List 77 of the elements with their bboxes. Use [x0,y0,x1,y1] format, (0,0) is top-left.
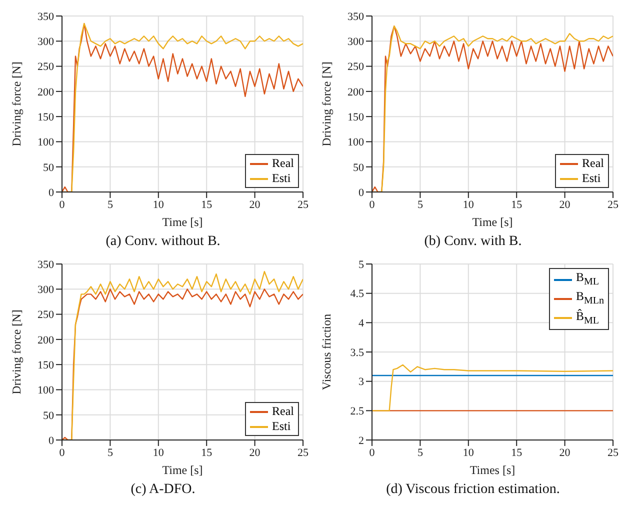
legend-label: Esti [582,171,601,186]
legend-label: Real [582,156,604,171]
x-axis-title: Times [s] [470,463,516,477]
text: (b) Conv. with B. [423,234,523,250]
y-tick-label: 250 [348,61,364,74]
x-tick-label: 5 [417,446,424,459]
x-tick-label: 0 [369,198,376,211]
x-tick-label: 5 [417,198,424,211]
x-axis-title: Time [s] [162,215,203,229]
y-tick-label: 0 [48,434,54,447]
y-tick-label: 350 [38,10,54,23]
y-tick-label: 3 [358,376,364,388]
legend-label: Esti [272,419,291,434]
x-tick-label: 15 [201,198,213,211]
x-tick-label: 10 [462,198,474,211]
y-tick-label: 4 [358,318,364,330]
y-tick-label: 0 [48,186,54,199]
x-tick-label: 0 [369,446,376,459]
x-tick-label: 5 [107,198,114,211]
y-axis-title: Driving force [N] [9,62,24,146]
y-tick-label: 150 [38,111,54,124]
x-tick-label: 10 [462,446,474,459]
y-tick-label: 100 [38,384,54,397]
y-tick-label: 2 [358,434,364,447]
y-tick-label: 50 [43,162,54,174]
x-tick-label: 10 [152,198,164,211]
y-axis-title: Driving force [N] [319,62,334,146]
x-tick-label: 0 [59,198,66,211]
y-tick-label: 50 [353,162,364,174]
y-tick-label: 350 [348,10,364,23]
y-tick-label: 4.5 [350,288,364,300]
text: (a) Conv. without B. [104,234,222,250]
x-tick-label: 15 [201,446,213,459]
x-tick-label: 15 [511,198,523,211]
x-tick-label: 0 [59,446,66,459]
x-tick-label: 20 [249,198,261,211]
x-tick-label: 25 [608,446,619,459]
y-tick-label: 300 [38,284,54,296]
y-axis-title: Viscous friction [319,314,334,390]
y-tick-label: 50 [43,410,54,422]
y-tick-label: 150 [38,359,54,372]
x-tick-label: 25 [608,198,619,211]
x-tick-label: 25 [298,198,309,211]
legend-label: B$_{MLn}$ [576,289,604,309]
y-tick-label: 250 [38,61,54,74]
x-tick-label: 10 [152,446,164,459]
x-tick-label: 20 [249,446,261,459]
y-tick-label: 300 [348,36,364,48]
y-tick-label: 100 [38,136,54,149]
legend-label: B̂$_{ML}$ [576,308,599,328]
legend-label: B$_{ML}$ [576,270,599,290]
x-axis-title: Time [s] [162,463,203,477]
y-tick-label: 250 [38,309,54,322]
legend-label: Real [272,156,294,171]
x-tick-label: 25 [298,446,309,459]
y-tick-label: 2.5 [350,406,364,418]
y-tick-label: 3.5 [350,346,364,359]
y-tick-label: 0 [358,186,364,199]
y-tick-label: 5 [358,258,364,271]
x-tick-label: 5 [107,446,114,459]
y-tick-label: 300 [38,36,54,48]
y-tick-label: 200 [38,334,54,346]
y-tick-label: 200 [38,86,54,98]
x-tick-label: 15 [511,446,523,459]
y-axis-title: Driving force [N] [9,310,24,394]
y-tick-label: 350 [38,258,54,271]
x-tick-label: 20 [559,446,571,459]
y-tick-label: 150 [348,111,364,124]
legend-label: Esti [272,171,291,186]
legend-label: Real [272,404,294,419]
y-tick-label: 200 [348,86,364,98]
x-tick-label: 20 [559,198,571,211]
text: (d) Viscous friction estimation. [385,482,561,498]
y-tick-label: 100 [348,136,364,149]
text: (c) A-DFO. [130,482,196,498]
line-series [372,364,613,412]
x-axis-title: Time [s] [472,215,513,229]
